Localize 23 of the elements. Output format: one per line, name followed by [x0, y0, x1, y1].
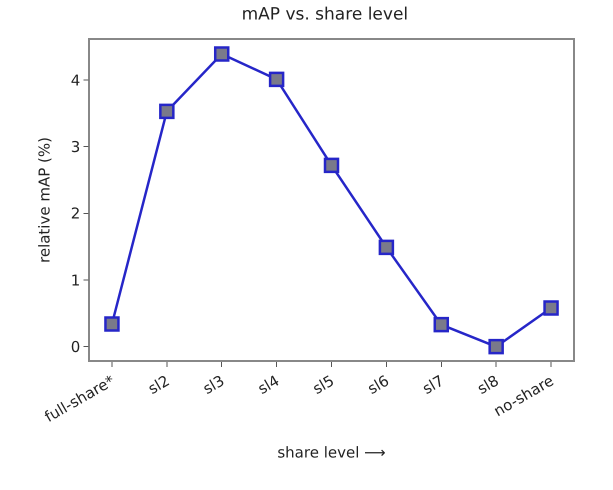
point [543, 300, 559, 316]
x-tick-label: sl6 [364, 372, 392, 398]
x-tick-label: sl7 [419, 372, 448, 398]
point [434, 316, 450, 332]
x-tick-label: sl3 [200, 372, 228, 398]
y-tick-label: 1 [70, 271, 80, 290]
y-tick-label: 3 [70, 138, 80, 156]
y-axis-title: relative mAP (%) [36, 137, 54, 263]
point [104, 316, 120, 332]
point [378, 240, 394, 256]
x-tick-label: sl4 [254, 372, 282, 398]
y-tick-label: 0 [70, 338, 80, 356]
y-tick-label: 4 [70, 71, 80, 90]
y-tick-label: 2 [70, 204, 80, 223]
point [268, 72, 284, 88]
x-tick-label: sl2 [144, 372, 173, 398]
x-axis-title: share level ⟶ [277, 444, 386, 462]
point [214, 46, 230, 62]
point [159, 104, 175, 120]
point [488, 338, 504, 354]
chart-title: mAP vs. share level [242, 4, 408, 24]
x-tick-label: sl5 [310, 372, 338, 398]
point [324, 158, 340, 174]
